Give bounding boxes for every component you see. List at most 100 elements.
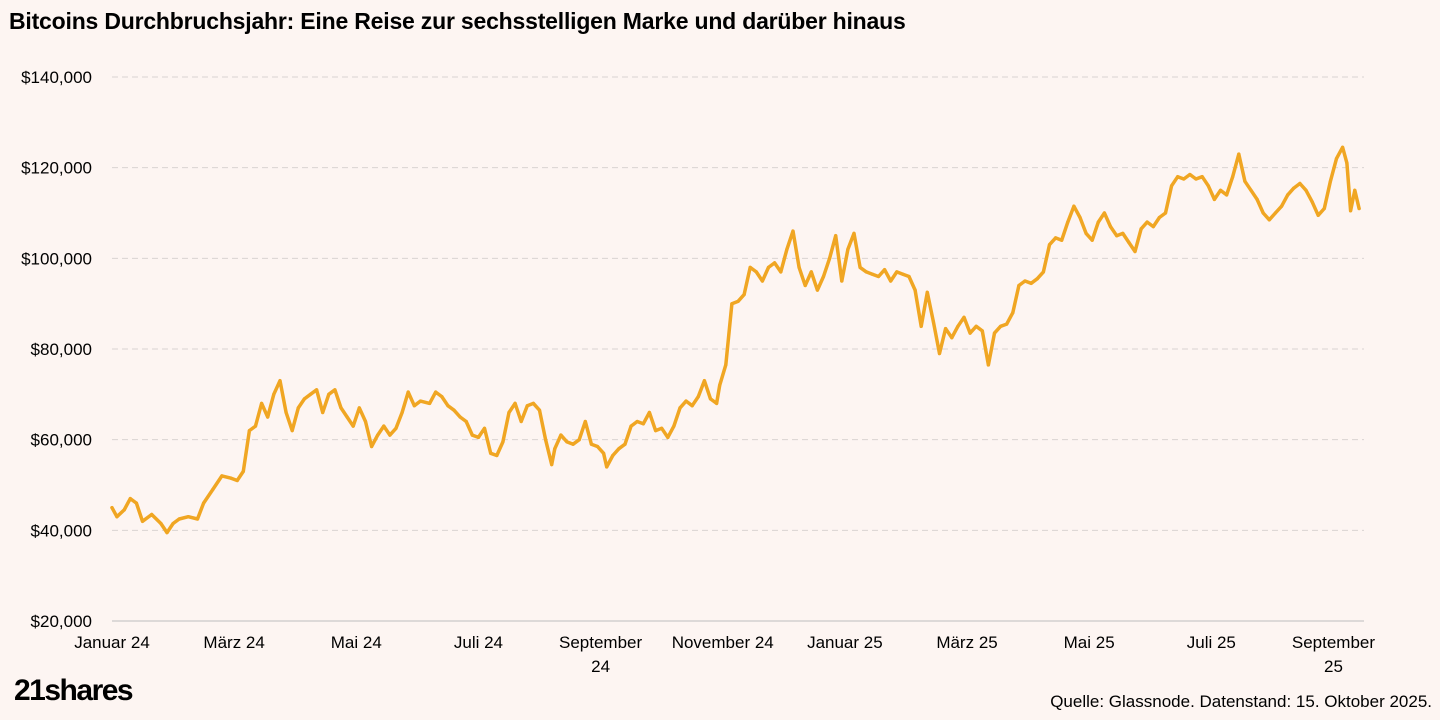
data-point bbox=[1341, 145, 1345, 149]
x-tick-label: Mai 25 bbox=[1064, 633, 1115, 652]
data-point bbox=[357, 406, 361, 410]
data-point bbox=[1357, 206, 1361, 211]
data-point bbox=[1182, 177, 1186, 181]
data-point bbox=[308, 392, 313, 396]
data-point bbox=[1316, 213, 1320, 217]
x-tick-label: Januar 25 bbox=[807, 633, 883, 652]
data-point bbox=[211, 487, 215, 492]
data-point bbox=[186, 515, 190, 519]
data-point bbox=[715, 401, 719, 405]
data-point bbox=[247, 429, 251, 433]
data-point bbox=[605, 465, 609, 469]
data-point bbox=[418, 399, 422, 403]
data-point bbox=[1334, 157, 1339, 161]
data-point bbox=[253, 424, 258, 428]
data-point bbox=[684, 399, 688, 403]
data-point bbox=[550, 463, 554, 467]
data-point bbox=[986, 363, 991, 367]
data-point bbox=[159, 521, 163, 526]
data-point bbox=[1023, 279, 1027, 283]
data-point bbox=[846, 247, 850, 251]
data-point bbox=[913, 288, 917, 292]
data-point bbox=[1267, 218, 1271, 222]
data-point bbox=[229, 476, 233, 480]
data-point bbox=[428, 401, 432, 405]
data-point bbox=[115, 515, 119, 519]
data-point bbox=[1188, 172, 1192, 177]
data-point bbox=[489, 451, 493, 455]
data-point bbox=[950, 336, 954, 340]
data-point bbox=[678, 406, 682, 410]
data-point bbox=[140, 519, 145, 523]
data-point bbox=[1249, 188, 1253, 192]
data-point bbox=[779, 270, 783, 274]
data-point bbox=[1090, 238, 1094, 242]
data-point bbox=[235, 478, 239, 483]
data-point bbox=[296, 406, 300, 410]
data-point bbox=[266, 415, 270, 419]
data-point bbox=[571, 442, 575, 446]
data-point bbox=[876, 274, 881, 279]
data-point bbox=[742, 293, 746, 297]
data-point bbox=[937, 351, 942, 356]
data-point bbox=[434, 390, 438, 394]
data-point bbox=[128, 497, 132, 501]
data-point bbox=[134, 501, 138, 505]
data-point bbox=[1102, 211, 1106, 215]
data-point bbox=[452, 408, 456, 412]
data-point bbox=[195, 517, 200, 521]
x-tick-label: 24 bbox=[591, 657, 610, 676]
data-point bbox=[321, 410, 325, 415]
x-tick-label: September bbox=[1292, 633, 1375, 652]
data-point bbox=[1096, 220, 1100, 224]
data-point bbox=[889, 279, 893, 283]
data-point bbox=[1176, 175, 1180, 179]
data-point bbox=[766, 265, 771, 269]
data-point bbox=[1286, 193, 1290, 197]
data-point bbox=[1225, 193, 1229, 197]
data-point bbox=[925, 290, 929, 294]
data-point bbox=[345, 415, 349, 419]
data-point bbox=[1194, 177, 1198, 181]
y-tick-label: $40,000 bbox=[31, 521, 92, 540]
data-point bbox=[1029, 281, 1033, 285]
data-point bbox=[519, 419, 523, 424]
data-point bbox=[883, 268, 887, 272]
data-point bbox=[1243, 179, 1247, 183]
data-point bbox=[537, 408, 542, 412]
data-point bbox=[1017, 283, 1021, 288]
x-axis: Januar 24 März 24 Mai 24 Juli 24 September 24… bbox=[74, 620, 1375, 676]
data-point bbox=[1151, 225, 1155, 229]
data-point bbox=[1280, 204, 1284, 208]
data-point bbox=[1041, 270, 1045, 274]
data-point bbox=[647, 410, 652, 415]
data-point bbox=[501, 440, 505, 444]
data-point bbox=[660, 426, 664, 430]
series-line-bitcoin bbox=[110, 145, 1361, 535]
y-tick-label: $100,000 bbox=[21, 249, 92, 268]
data-point bbox=[1005, 322, 1009, 326]
data-point bbox=[302, 397, 306, 401]
data-point bbox=[1170, 184, 1174, 188]
data-point bbox=[870, 272, 875, 276]
data-point bbox=[654, 429, 658, 433]
x-tick-label: September bbox=[559, 633, 642, 652]
data-point bbox=[702, 379, 707, 383]
data-point bbox=[1292, 186, 1296, 190]
data-point bbox=[290, 429, 294, 433]
data-point bbox=[821, 274, 826, 279]
data-point bbox=[1145, 220, 1149, 224]
data-point bbox=[470, 433, 474, 437]
data-point bbox=[1066, 220, 1070, 224]
data-point bbox=[864, 270, 868, 274]
data-point bbox=[388, 433, 392, 437]
x-tick-label: März 25 bbox=[936, 633, 997, 652]
data-point bbox=[595, 444, 600, 449]
data-point bbox=[315, 388, 319, 392]
data-point bbox=[1047, 243, 1052, 247]
data-point bbox=[260, 401, 264, 405]
data-point bbox=[809, 270, 813, 274]
data-point bbox=[333, 388, 337, 392]
data-point bbox=[440, 395, 444, 399]
data-point bbox=[641, 422, 645, 426]
